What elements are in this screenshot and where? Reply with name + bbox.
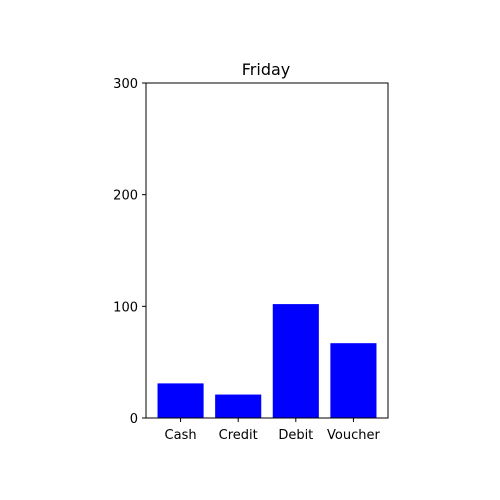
y-tick-label: 200: [113, 189, 138, 204]
y-tick-label: 100: [113, 300, 138, 315]
bar-debit: [272, 304, 319, 418]
x-axis: Cash Credit Debit Voucher: [165, 418, 380, 443]
x-tick-label: Voucher: [327, 428, 380, 443]
bars-layer: [157, 304, 377, 418]
bar-cash: [157, 383, 204, 418]
x-tick-label: Cash: [165, 428, 197, 443]
x-tick-label: Credit: [219, 428, 258, 443]
chart-title: Friday: [242, 60, 291, 79]
bar-voucher: [330, 343, 377, 418]
y-tick-label: 0: [130, 412, 138, 427]
x-tick-label: Debit: [278, 428, 313, 443]
y-tick-label: 300: [113, 77, 138, 92]
y-axis: 0 100 200 300: [113, 77, 146, 427]
plot-frame: [145, 82, 389, 419]
bar-credit: [215, 394, 262, 418]
